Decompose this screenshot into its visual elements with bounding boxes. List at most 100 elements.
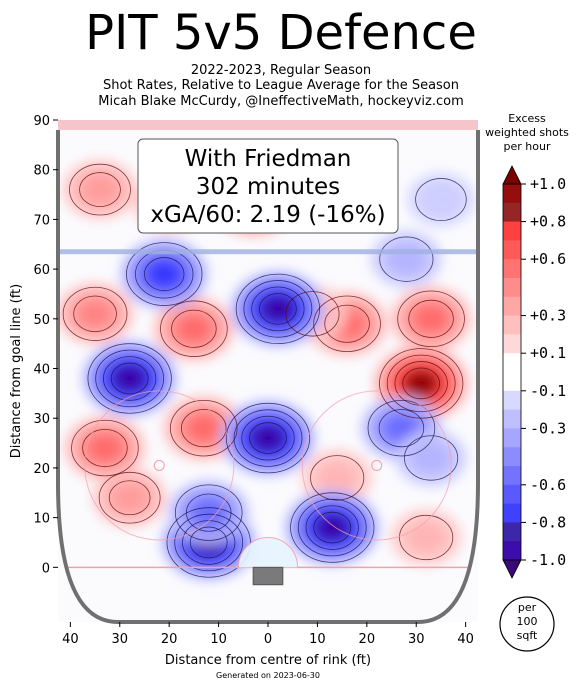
contour-20-1 (378, 409, 425, 448)
badge-circle (499, 596, 555, 652)
contour-5-0 (169, 399, 238, 457)
y-axis-label: Distance from goal line (ft) (9, 284, 24, 458)
hotspot-2-level-4 (417, 307, 445, 330)
contour-17-0 (87, 343, 172, 414)
faceoff-circle-right (301, 390, 452, 541)
colorbar-band-2 (503, 221, 521, 241)
contour-20-0 (367, 399, 436, 457)
y-tick-label-0: 0 (42, 561, 50, 576)
contour-8-0 (69, 163, 131, 216)
faceoff-dot-left (153, 459, 165, 471)
axes: 0 10 20 30 40 50 60 70 80 90 40 30 20 10 0 10 20 30 40 (33, 114, 473, 647)
colorbar-tick-label--1.0: -1.0 (530, 551, 566, 569)
blue-line (58, 249, 478, 255)
colorbar-tick-label--0.8: -0.8 (530, 513, 566, 531)
contour-19-0 (166, 507, 251, 578)
contour-16-0 (225, 402, 311, 474)
x-tick-label--20: 20 (161, 632, 178, 647)
hotspot-23-level-4 (194, 501, 223, 524)
colorbar-title-line-2: weighted shots (485, 126, 569, 139)
hotspot-24-level-1 (410, 441, 452, 475)
colorbar-band-7 (503, 315, 521, 335)
hotspot-16-level-7 (254, 427, 282, 449)
colorbar-tick-label-+0.6: +0.6 (530, 250, 566, 268)
colorbar-band-0 (503, 184, 521, 204)
contour-3-1 (73, 295, 117, 333)
contour-19-3 (189, 526, 228, 559)
x-tick-label-0: 0 (264, 632, 272, 647)
colorbar-band-10 (503, 372, 521, 392)
x-axis-label: Distance from centre of rink (ft) (165, 653, 371, 668)
y-tick-label-30: 30 (33, 412, 50, 427)
hotspot-15-level-7 (264, 298, 292, 320)
contour-21-0 (126, 242, 203, 306)
contour-4-1 (171, 309, 217, 348)
annotation-box: With Friedman 302 minutes xGA/60: 2.19 (… (137, 138, 399, 234)
contour-12-0 (399, 514, 454, 561)
contour-17-1 (95, 349, 165, 408)
y-tick-label-50: 50 (33, 313, 50, 328)
x-tick-label--10: 10 (210, 632, 227, 647)
colorbar-band-13 (503, 428, 521, 448)
contour-24-0 (404, 435, 459, 481)
contour-23-1 (185, 493, 232, 532)
goal-net (252, 566, 284, 586)
contour-13-0 (285, 291, 340, 337)
contour-15-0 (235, 273, 321, 345)
annotation-xga: xGA/60: 2.19 (-16%) (150, 202, 385, 228)
contour-18-0 (290, 492, 375, 563)
hotspot-3-level-3 (80, 301, 110, 326)
colorbar-frame (502, 183, 522, 561)
contour-18-3 (313, 511, 352, 544)
contour-2-1 (408, 299, 454, 338)
contour-19-1 (174, 513, 244, 572)
colorbar-band-6 (503, 296, 521, 317)
x-tick-label-10: 10 (309, 632, 326, 647)
colorbar-extend-top (502, 165, 522, 185)
faceoff-dot-right (371, 459, 383, 471)
faceoff-circle-left (84, 390, 235, 541)
x-tick-label-40: 40 (457, 632, 474, 647)
contour-6-1 (82, 429, 128, 468)
y-tick-label-90: 90 (33, 114, 50, 129)
colorbar-band-11 (503, 390, 521, 411)
colorbar-tick-label-+1.0: +1.0 (530, 175, 566, 193)
contour-6-0 (71, 419, 139, 477)
contour-lines (62, 163, 467, 578)
colorbar-band-1 (503, 202, 521, 223)
colorbar-title-line-3: per hour (504, 140, 551, 153)
hotspot-6-level-4 (91, 436, 119, 460)
contour-16-3 (249, 422, 287, 454)
badge-line-per: per (518, 601, 537, 614)
subtitle-description: Shot Rates, Relative to League Average f… (102, 78, 460, 93)
colorbar-band-3 (503, 240, 521, 260)
contour-1-1 (324, 304, 370, 343)
contour-15-1 (243, 280, 313, 338)
colorbar-extend-bottom (502, 559, 522, 579)
y-tick-label-20: 20 (33, 462, 50, 477)
colorbar-title-line-1: Excess (508, 112, 546, 125)
contour-17-3 (110, 362, 149, 395)
colorbar-band-9 (503, 353, 521, 373)
colorbar-band-17 (503, 503, 521, 523)
center-red-line (58, 120, 478, 130)
contour-7-0 (98, 471, 161, 524)
contour-17-2 (103, 356, 157, 401)
colorbar-tick-label--0.6: -0.6 (530, 476, 566, 494)
hotspot-0-level-7 (407, 372, 435, 395)
x-tick-label-30: 30 (408, 632, 425, 647)
hotspot-22-level-1 (385, 242, 428, 276)
colorbar-band-18 (503, 522, 521, 542)
colorbar: +1.0 +0.8 +0.6 +0.3 +0.1 -0.1 -0.3 -0.6 -0.8 -1.0 (502, 165, 566, 579)
contour-5-1 (181, 409, 227, 448)
colorbar-tick-label-+0.8: +0.8 (530, 213, 566, 231)
contour-0-1 (386, 354, 456, 413)
colorbar-tick-label--0.1: -0.1 (530, 382, 566, 400)
annotation-frame (137, 138, 399, 234)
contour-22-0 (379, 236, 434, 282)
contour-0-3 (402, 367, 441, 400)
hotspot-8-level-2 (83, 176, 117, 204)
y-tick-label-80: 80 (33, 164, 50, 179)
